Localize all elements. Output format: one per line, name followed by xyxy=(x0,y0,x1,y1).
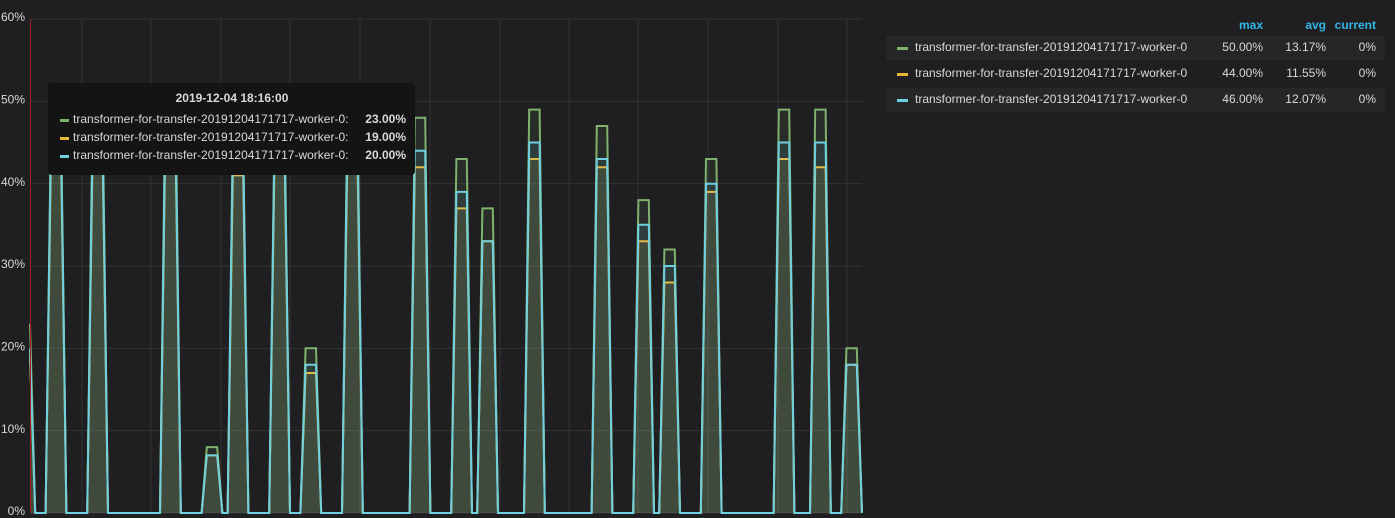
tooltip-swatch xyxy=(60,137,69,140)
legend-swatch xyxy=(897,99,908,102)
legend-label: transformer-for-transfer-20191204171717-… xyxy=(915,92,1187,106)
tooltip-label: transformer-for-transfer-20191204171717-… xyxy=(73,112,348,126)
y-tick-label: 40% xyxy=(1,175,25,189)
legend-header: current xyxy=(1335,18,1376,32)
legend-value: 50.00% xyxy=(1222,40,1263,54)
tooltip-label: transformer-for-transfer-20191204171717-… xyxy=(73,148,348,162)
legend-value: 11.55% xyxy=(1286,66,1326,80)
legend-row-bg xyxy=(886,36,1385,60)
plot xyxy=(29,100,863,514)
legend-value: 46.00% xyxy=(1222,92,1263,106)
y-tick-label: 20% xyxy=(1,340,25,354)
legend-header: avg xyxy=(1305,18,1326,32)
area xyxy=(30,134,862,514)
legend-value: 13.17% xyxy=(1285,40,1326,54)
legend-swatch xyxy=(897,73,908,76)
y-tick-label: 30% xyxy=(1,257,25,271)
area xyxy=(30,101,862,514)
tooltip-value: 23.00% xyxy=(365,112,406,126)
legend-label: transformer-for-transfer-20191204171717-… xyxy=(915,66,1187,80)
legend-value: 0% xyxy=(1359,92,1377,106)
y-tick-label: 10% xyxy=(1,422,25,436)
legend-value: 44.00% xyxy=(1222,66,1263,80)
y-tick-label: 0% xyxy=(8,504,26,518)
tooltip-swatch xyxy=(60,155,69,158)
legend-value: 12.07% xyxy=(1285,92,1326,106)
tooltip: 2019-12-04 18:16:00 transformer-for-tran… xyxy=(48,83,415,175)
legend: max avg current transformer-for-transfer-20… xyxy=(897,18,1376,106)
legend-swatch xyxy=(897,47,908,50)
legend-value: 0% xyxy=(1359,40,1377,54)
tooltip-box xyxy=(48,83,415,175)
legend-header: max xyxy=(1239,18,1263,32)
tooltip-swatch xyxy=(60,119,69,122)
legend-value: 0% xyxy=(1359,66,1377,80)
legend-label: transformer-for-transfer-20191204171717-… xyxy=(915,40,1187,54)
y-tick-label: 50% xyxy=(1,93,25,107)
tooltip-value: 19.00% xyxy=(365,130,406,144)
tooltip-label: transformer-for-transfer-20191204171717-… xyxy=(73,130,348,144)
tooltip-value: 20.00% xyxy=(365,148,406,162)
area xyxy=(30,150,862,513)
y-tick-label: 60% xyxy=(1,10,25,24)
tooltip-title: 2019-12-04 18:16:00 xyxy=(176,91,289,105)
legend-row-bg xyxy=(886,88,1385,112)
